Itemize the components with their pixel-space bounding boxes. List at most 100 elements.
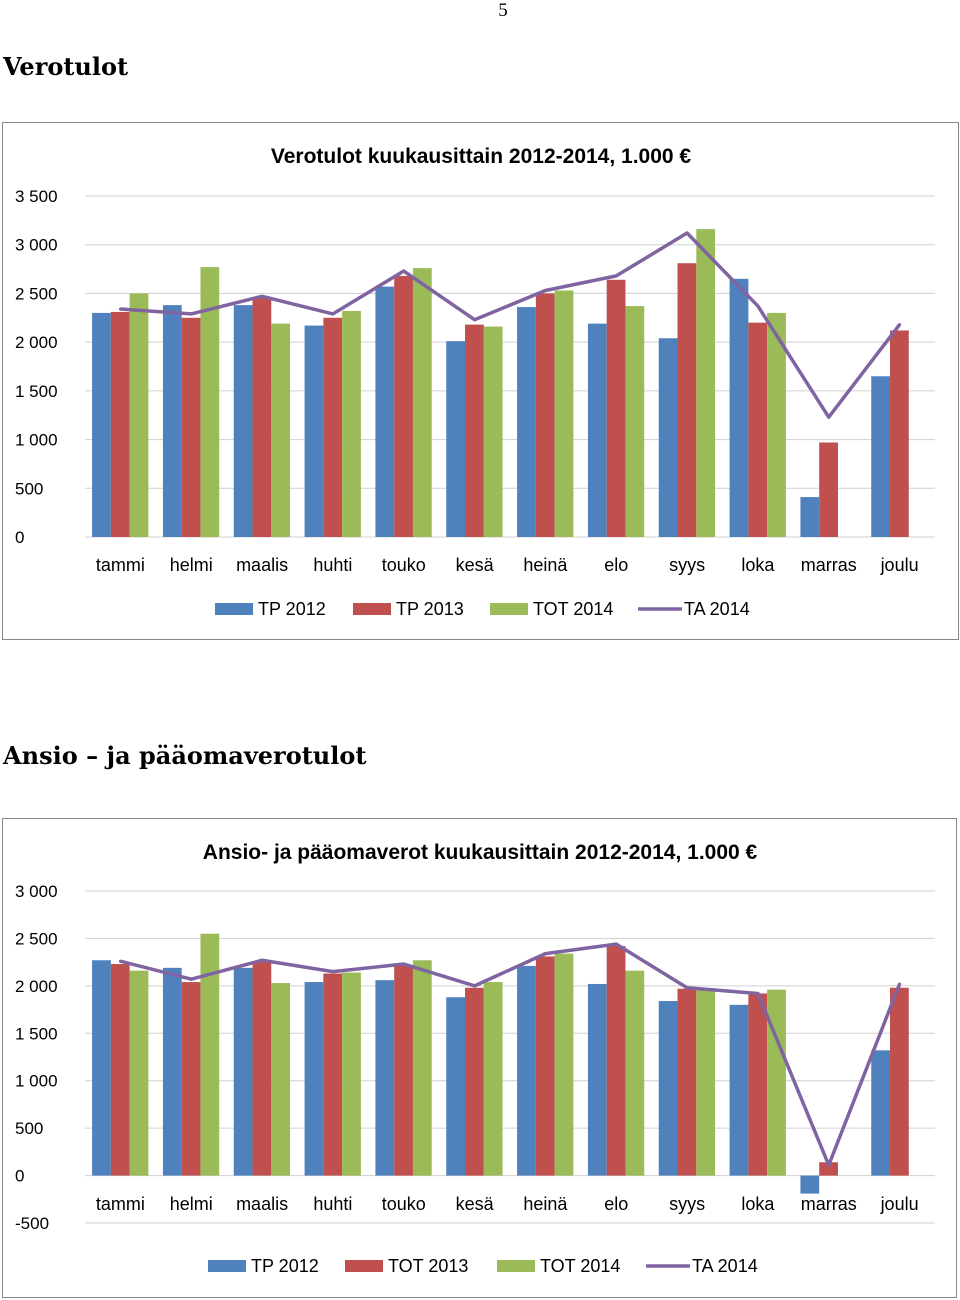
chart1-line-ta-2014 <box>120 231 901 419</box>
chart1-bar-tp-2012-elo <box>587 323 607 537</box>
chart1-legend-label-tp-2012: TP 2012 <box>258 599 326 619</box>
chart1-point-ta-2014-syys <box>685 231 689 235</box>
chart2-legend-label-ta-2014: TA 2014 <box>692 1256 758 1276</box>
chart2-point-ta-2014-helmi <box>189 977 193 981</box>
chart1-point-ta-2014-heinä <box>543 289 547 293</box>
chart1-category-label: touko <box>382 555 426 575</box>
chart1-bar-tp-2012-tammi <box>92 312 111 537</box>
chart2-bar-tot-2014-heinä <box>554 953 574 1176</box>
chart1-bar-tp-2012-touko <box>375 286 395 537</box>
chart2-point-ta-2014-huhti <box>331 970 335 974</box>
chart2-bar-tp-2012-touko <box>375 980 395 1176</box>
chart1-bar-tp-2012-huhti <box>304 325 324 537</box>
chart2-legend-swatch-tot-2013 <box>345 1260 383 1272</box>
chart2-y-tick-label: 2 000 <box>15 977 58 996</box>
chart2-line-ta-2014 <box>119 942 902 1167</box>
chart1-bar-tp-2012-syys <box>658 338 678 537</box>
chart1-category-label: maalis <box>236 555 288 575</box>
chart1-bar-tot-2014-helmi <box>200 267 220 537</box>
chart2-y-tick-label: 3 000 <box>15 882 58 901</box>
chart2-category-label: elo <box>604 1194 628 1214</box>
chart1-category-label: tammi <box>96 555 145 575</box>
chart1-point-ta-2014-maalis <box>260 294 264 298</box>
chart1-y-tick-label: 1 500 <box>15 382 58 401</box>
chart1-point-ta-2014-touko <box>402 269 406 273</box>
chart1-legend-label-tot-2014: TOT 2014 <box>533 599 613 619</box>
chart1-y-tick-label: 1 000 <box>15 431 58 450</box>
chart1-point-ta-2014-loka <box>756 304 760 308</box>
chart2-point-ta-2014-tammi <box>118 959 122 963</box>
chart2-category-label: joulu <box>880 1194 919 1214</box>
chart2-bar-tot-2013-heinä <box>535 956 555 1176</box>
chart2-bar-tp-2012-syys <box>658 1001 678 1176</box>
chart2-point-ta-2014-heinä <box>543 952 547 956</box>
chart2-bar-tp-2012-tammi <box>92 960 111 1176</box>
section-heading-verotulot: Verotulot <box>3 52 129 81</box>
chart2-y-tick-label: -500 <box>15 1214 49 1233</box>
chart1-point-ta-2014-huhti <box>331 312 335 316</box>
chart2-bar-tot-2014-loka <box>767 989 786 1176</box>
chart1-legend-swatch-tp-2013 <box>353 603 391 615</box>
chart2-y-tick-label: 1 000 <box>15 1072 58 1091</box>
chart1-bar-tot-2014-heinä <box>554 290 574 537</box>
chart-ansio-paaomaverot-svg: Ansio- ja pääomaverot kuukausittain 2012… <box>15 841 935 1276</box>
chart1-bar-tp-2012-marras <box>800 497 820 537</box>
chart1-bar-tp-2012-maalis <box>233 305 253 537</box>
chart2-bar-tot-2013-helmi <box>181 982 201 1176</box>
chart-verotulot: Verotulot kuukausittain 2012-2014, 1.000… <box>2 122 959 640</box>
chart2-point-ta-2014-maalis <box>260 958 264 962</box>
chart2-category-label: maalis <box>236 1194 288 1214</box>
chart2-point-ta-2014-elo <box>614 942 618 946</box>
chart1-bar-tp-2013-tammi <box>110 311 130 537</box>
chart2-category-label: syys <box>669 1194 705 1214</box>
chart1-point-ta-2014-kesä <box>473 318 477 322</box>
chart2-bar-tp-2012-heinä <box>517 965 536 1176</box>
chart1-bar-tot-2014-tammi <box>129 293 149 537</box>
page-number: 5 <box>498 0 508 21</box>
chart1-y-tick-label: 3 500 <box>15 187 58 206</box>
chart1-y-tick-label: 2 500 <box>15 284 58 303</box>
chart2-bar-tp-2012-elo <box>587 983 607 1176</box>
chart2-point-ta-2014-joulu <box>898 982 902 986</box>
chart2-bar-tp-2012-joulu <box>871 1050 891 1176</box>
chart2-category-label: huhti <box>313 1194 352 1214</box>
chart2-bar-tot-2014-helmi <box>200 933 220 1176</box>
chart1-point-ta-2014-joulu <box>898 323 902 327</box>
chart2-bar-tot-2014-tammi <box>129 970 149 1176</box>
chart1-title: Verotulot kuukausittain 2012-2014, 1.000… <box>271 145 692 168</box>
chart1-bar-tp-2012-loka <box>729 278 749 537</box>
chart1-bar-tp-2013-helmi <box>181 317 201 537</box>
chart1-bar-tot-2014-loka <box>767 312 786 537</box>
chart2-legend-label-tot-2014: TOT 2014 <box>540 1256 620 1276</box>
chart2-bar-tot-2013-elo <box>606 946 626 1176</box>
chart1-bar-tot-2014-kesä <box>483 326 503 537</box>
chart2-bar-tot-2013-maalis <box>252 962 272 1176</box>
section-heading-ansio-paaoma: Ansio – ja pääomaverotulot <box>3 741 367 770</box>
chart1-bar-tp-2013-loka <box>748 322 768 537</box>
chart2-category-label: heinä <box>523 1194 568 1214</box>
chart2-category-label: kesä <box>456 1194 495 1214</box>
chart1-bar-tp-2013-marras <box>819 442 838 537</box>
chart2-bar-tot-2014-kesä <box>483 982 503 1176</box>
chart1-y-tick-label: 2 000 <box>15 333 58 352</box>
chart2-category-label: helmi <box>170 1194 213 1214</box>
chart1-category-label: kesä <box>456 555 495 575</box>
chart1-y-tick-label: 500 <box>15 479 43 498</box>
chart1-bar-tp-2013-elo <box>606 279 626 537</box>
chart2-point-ta-2014-loka <box>756 991 760 995</box>
chart2-bar-tot-2013-joulu <box>890 987 909 1176</box>
chart1-category-label: elo <box>604 555 628 575</box>
chart1-bar-tp-2013-joulu <box>890 330 909 537</box>
chart1-y-tick-label: 3 000 <box>15 236 58 255</box>
chart1-y-tick-label: 0 <box>15 528 24 547</box>
chart2-bar-tot-2014-elo <box>625 970 645 1176</box>
chart1-bar-tot-2014-touko <box>412 268 432 537</box>
chart2-category-label: tammi <box>96 1194 145 1214</box>
chart1-bar-tot-2014-maalis <box>271 323 291 537</box>
chart2-bar-tp-2012-loka <box>729 1004 749 1176</box>
chart1-point-ta-2014-marras <box>827 415 831 419</box>
chart1-bar-tp-2013-heinä <box>535 293 555 537</box>
chart1-bar-tot-2014-syys <box>696 229 716 537</box>
chart2-y-tick-label: 0 <box>15 1167 24 1186</box>
chart2-point-ta-2014-syys <box>685 986 689 990</box>
